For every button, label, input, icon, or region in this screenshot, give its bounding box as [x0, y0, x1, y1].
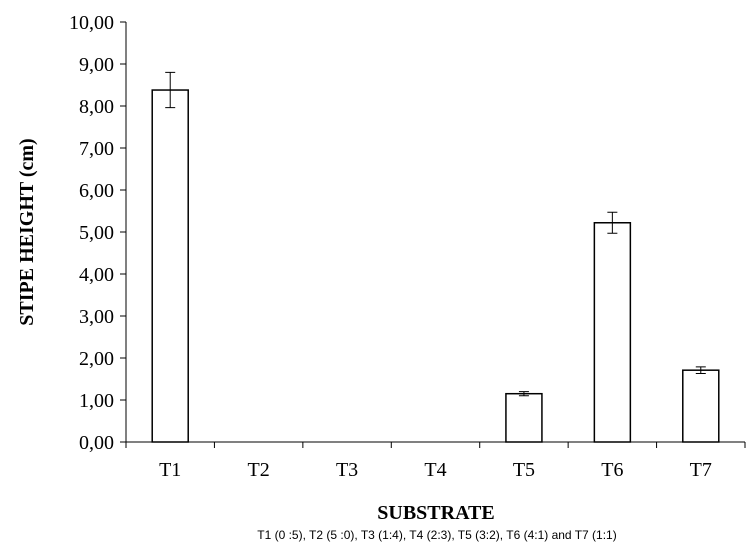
bar [593, 222, 632, 443]
y-tick-label: 10,00 [69, 12, 114, 34]
x-tick-label: T3 [336, 459, 358, 481]
y-tick-label: 8,00 [79, 96, 114, 118]
y-tick-label: 6,00 [79, 180, 114, 202]
y-tick-label: 5,00 [79, 222, 114, 244]
y-tick-label: 0,00 [79, 432, 114, 454]
x-tick-label: T4 [424, 459, 446, 481]
error-bar [518, 391, 529, 397]
x-tick-label: T6 [601, 459, 623, 481]
note: T1 (0 :5), T2 (5 :0), T3 (1:4), T4 (2:3)… [257, 528, 616, 542]
bar [682, 369, 720, 443]
x-axis-title: SUBSTRATE [377, 502, 494, 524]
bar [151, 89, 189, 443]
x-tick-label: T5 [513, 459, 535, 481]
y-tick-label: 1,00 [79, 390, 114, 412]
y-axis-title: STIPE HEIGHT (cm) [16, 138, 38, 325]
y-tick-label: 9,00 [79, 54, 114, 76]
x-tick-label: T2 [248, 459, 270, 481]
y-tick-label: 4,00 [79, 264, 114, 286]
x-tick-label: T7 [690, 459, 712, 481]
y-tick-label: 3,00 [79, 306, 114, 328]
y-tick-label: 2,00 [79, 348, 114, 370]
error-bar [695, 366, 706, 375]
bar [505, 392, 543, 443]
x-tick-label: T1 [159, 459, 181, 481]
error-bar [607, 211, 618, 234]
error-bar [165, 71, 176, 109]
y-tick-label: 7,00 [79, 138, 114, 160]
